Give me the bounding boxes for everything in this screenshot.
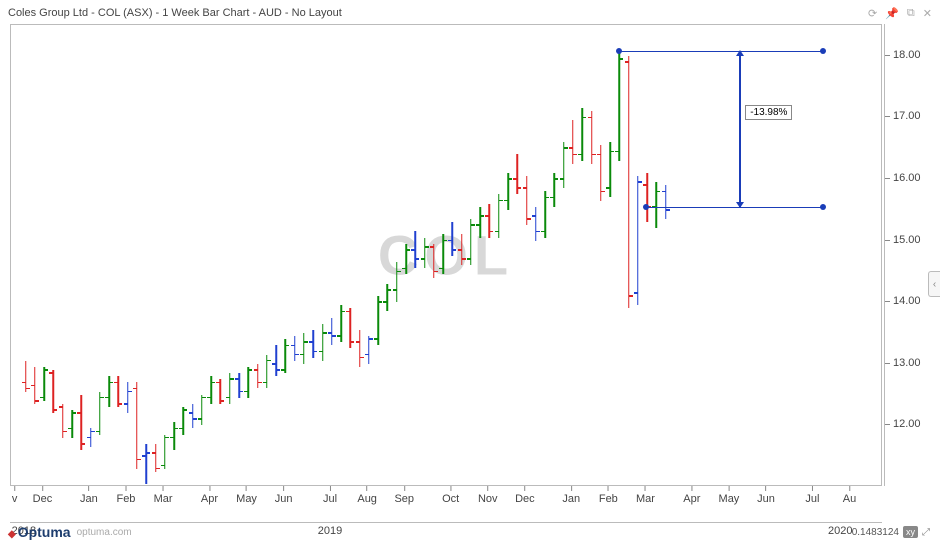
x-tick: Mar xyxy=(154,486,173,505)
x-tick: Jan xyxy=(562,486,580,505)
x-tick: Jul xyxy=(323,486,337,505)
x-tick: v xyxy=(12,486,18,505)
x-tick: Feb xyxy=(116,486,135,505)
ohlc-plot: -13.98% xyxy=(11,25,881,485)
footer-url: optuma.com xyxy=(77,527,132,538)
footer-value: 0.1483124 xy ⤢ xyxy=(852,526,930,538)
y-tick: 15.00 xyxy=(885,240,930,241)
y-tick: 16.00 xyxy=(885,178,930,179)
x-tick: May xyxy=(236,486,257,505)
x-tick: Oct xyxy=(442,486,459,505)
x-tick: May xyxy=(719,486,740,505)
x-tick: Apr xyxy=(201,486,218,505)
y-tick: 17.00 xyxy=(885,116,930,117)
year-label: 2020 xyxy=(828,525,852,537)
header-icons: ⟳ 📌 ⧉ ✕ xyxy=(868,7,932,20)
measure-label: -13.98% xyxy=(745,105,792,120)
y-tick: 12.00 xyxy=(885,424,930,425)
y-axis: 12.00 13.00 14.00 15.00 16.00 17.00 18.00 xyxy=(884,24,930,486)
optuma-logo: Optuma xyxy=(8,524,71,540)
y-tick: 13.00 xyxy=(885,363,930,364)
expand-icon[interactable]: ⤢ xyxy=(922,527,930,538)
pin-icon[interactable]: 📌 xyxy=(885,7,899,20)
y-tick: 18.00 xyxy=(885,55,930,56)
chart-title: Coles Group Ltd - COL (ASX) - 1 Week Bar… xyxy=(8,7,342,19)
x-tick: Sep xyxy=(394,486,414,505)
x-tick: Jun xyxy=(757,486,775,505)
popout-icon[interactable]: ⧉ xyxy=(907,7,915,20)
xy-badge[interactable]: xy xyxy=(903,526,918,538)
x-tick: Jan xyxy=(80,486,98,505)
chart-plot-area[interactable]: COL -13.98% xyxy=(10,24,882,486)
year-label: 2019 xyxy=(318,525,342,537)
annotation-hline[interactable] xyxy=(646,207,822,209)
x-tick: Mar xyxy=(636,486,655,505)
measure-line[interactable] xyxy=(739,51,741,207)
x-tick: Jun xyxy=(275,486,293,505)
x-tick: Apr xyxy=(683,486,700,505)
close-icon[interactable]: ✕ xyxy=(923,7,932,20)
x-axis: v Dec Jan Feb Mar Apr May Jun Jul Aug Sep Oct Nov Dec… xyxy=(10,486,882,520)
x-tick: Nov xyxy=(478,486,498,505)
x-tick: Au xyxy=(843,486,856,505)
cursor-value: 0.1483124 xyxy=(852,527,899,538)
chart-header: Coles Group Ltd - COL (ASX) - 1 Week Bar… xyxy=(8,4,932,22)
year-row: 201820192020 xyxy=(10,522,882,538)
x-tick: Aug xyxy=(357,486,377,505)
annotation-hline[interactable] xyxy=(619,51,823,53)
x-tick: Dec xyxy=(515,486,535,505)
footer-brand: Optuma optuma.com xyxy=(8,524,132,540)
x-tick: Feb xyxy=(599,486,618,505)
refresh-icon[interactable]: ⟳ xyxy=(868,7,877,20)
x-tick: Jul xyxy=(805,486,819,505)
y-tick: 14.00 xyxy=(885,301,930,302)
side-expand-tab[interactable]: ‹ xyxy=(928,271,940,297)
x-tick: Dec xyxy=(33,486,53,505)
